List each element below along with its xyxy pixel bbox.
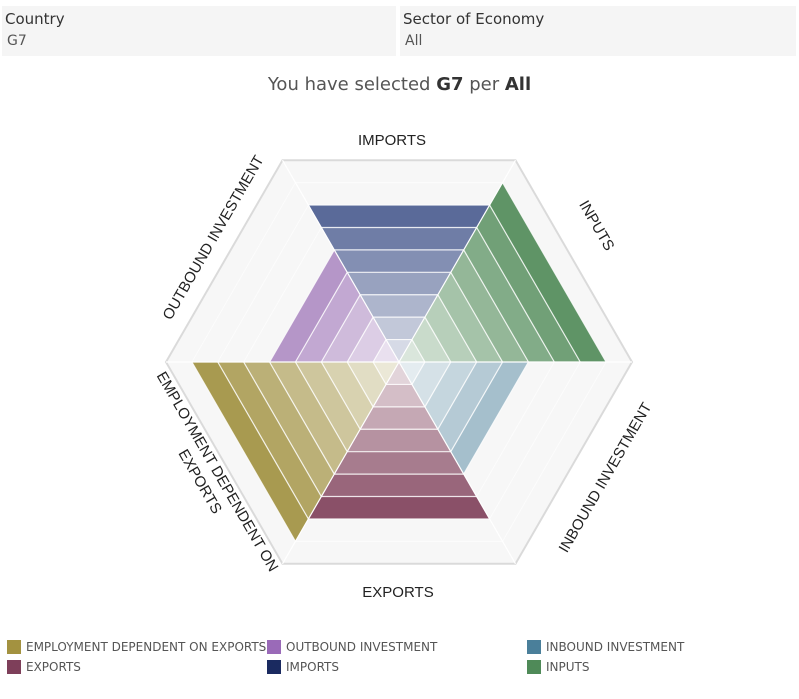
radar-band-exports[interactable]	[308, 496, 490, 519]
radar-band-employment-dependent-on-exports[interactable]	[295, 362, 361, 452]
selection-mid: per	[469, 74, 500, 95]
selection-country: G7	[436, 74, 464, 95]
radar-band-outbound-investment[interactable]	[347, 317, 387, 362]
legend-swatch	[7, 660, 21, 674]
country-filter-value[interactable]: G7	[7, 33, 27, 49]
legend-item-imports[interactable]: IMPORTS	[267, 660, 339, 674]
radar-band-exports[interactable]	[321, 474, 477, 497]
radar-band-imports[interactable]	[308, 205, 490, 228]
radar-band-exports[interactable]	[334, 451, 464, 475]
radar-band-inputs[interactable]	[411, 317, 451, 362]
legend-label: EMPLOYMENT DEPENDENT ON EXPORTS	[26, 640, 267, 654]
legend-swatch	[527, 660, 541, 674]
country-filter-label: Country	[5, 10, 65, 28]
legend-label: EXPORTS	[26, 660, 81, 674]
radar-band-imports[interactable]	[321, 227, 477, 250]
radar-band-inputs[interactable]	[450, 249, 529, 362]
radar-band-exports[interactable]	[347, 429, 451, 452]
legend-swatch	[267, 660, 281, 674]
radar-band-outbound-investment[interactable]	[269, 249, 348, 362]
radar-band-employment-dependent-on-exports[interactable]	[243, 362, 335, 497]
radar-band-imports[interactable]	[386, 339, 412, 362]
radar-band-exports[interactable]	[386, 362, 412, 385]
sector-filter-value[interactable]: All	[405, 33, 423, 49]
radar-band-inbound-investment[interactable]	[437, 362, 503, 452]
radar-band-inputs[interactable]	[437, 272, 503, 362]
axis-label-exports: EXPORTS	[362, 584, 433, 601]
radar-band-inbound-investment[interactable]	[424, 362, 477, 430]
radar-band-imports[interactable]	[373, 317, 425, 340]
legend-label: INPUTS	[546, 660, 590, 674]
radar-band-inbound-investment[interactable]	[450, 362, 529, 475]
legend-item-inbound[interactable]: INBOUND INVESTMENT	[527, 640, 684, 654]
legend-item-exports[interactable]: EXPORTS	[7, 660, 81, 674]
selection-sector: All	[504, 74, 532, 95]
sector-filter-label: Sector of Economy	[403, 10, 545, 28]
legend-label: INBOUND INVESTMENT	[546, 640, 685, 654]
radar-band-employment-dependent-on-exports[interactable]	[373, 362, 399, 385]
legend-swatch	[527, 640, 541, 654]
radar-band-inputs[interactable]	[399, 339, 425, 362]
selection-prefix: You have selected	[267, 74, 431, 95]
radar-band-employment-dependent-on-exports[interactable]	[269, 362, 348, 475]
radar-band-imports[interactable]	[347, 272, 451, 295]
radar-band-outbound-investment[interactable]	[295, 272, 361, 362]
legend-swatch	[267, 640, 281, 654]
radar-band-exports[interactable]	[373, 384, 425, 407]
radar-spoke	[398, 361, 517, 565]
radar-band-inbound-investment[interactable]	[399, 362, 425, 385]
radar-band-inputs[interactable]	[476, 205, 581, 362]
sector-filter[interactable]: Sector of Economy All	[400, 6, 796, 56]
radar-band-exports[interactable]	[360, 406, 438, 430]
radar-band-employment-dependent-on-exports[interactable]	[217, 362, 322, 519]
radar-spoke	[281, 159, 400, 363]
radar-band-employment-dependent-on-exports[interactable]	[347, 362, 387, 407]
axis-label-imports: IMPORTS	[358, 132, 426, 149]
legend-swatch	[7, 640, 21, 654]
legend-label: IMPORTS	[286, 660, 339, 674]
legend-label: OUTBOUND INVESTMENT	[286, 640, 438, 654]
country-filter[interactable]: Country G7	[2, 6, 396, 56]
legend-item-outbound[interactable]: OUTBOUND INVESTMENT	[267, 640, 437, 654]
radar-band-employment-dependent-on-exports[interactable]	[321, 362, 374, 430]
radar-band-outbound-investment[interactable]	[373, 339, 399, 362]
radar-spoke	[281, 361, 400, 565]
radar-band-inputs[interactable]	[424, 294, 477, 362]
legend-item-inputs[interactable]: INPUTS	[527, 660, 589, 674]
radar-spoke	[398, 159, 517, 363]
radar-band-employment-dependent-on-exports[interactable]	[191, 362, 309, 542]
radar-band-imports[interactable]	[334, 249, 464, 273]
legend-item-employment[interactable]: EMPLOYMENT DEPENDENT ON EXPORTS	[7, 640, 266, 654]
radar-band-inputs[interactable]	[489, 182, 607, 362]
radar-band-outbound-investment[interactable]	[321, 294, 374, 362]
radar-band-imports[interactable]	[360, 294, 438, 318]
selection-summary: You have selected G7 per All	[0, 74, 799, 95]
radar-band-inputs[interactable]	[463, 227, 555, 362]
axis-label-inputs: INPUTS	[575, 198, 617, 254]
radar-band-inbound-investment[interactable]	[411, 362, 451, 407]
